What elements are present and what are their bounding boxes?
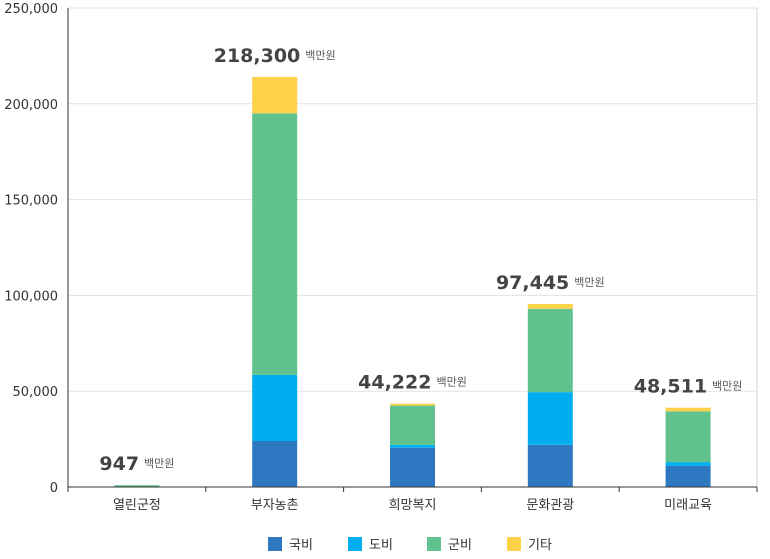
total-label: 947 백만원: [99, 453, 174, 475]
bar-segment: [390, 447, 435, 487]
y-tick-label: 50,000: [13, 385, 59, 400]
x-category-label: 문화관광: [526, 498, 574, 513]
total-unit: 백만원: [436, 376, 466, 389]
x-category-label: 열린군정: [113, 498, 161, 513]
total-unit: 백만원: [144, 457, 174, 470]
bars: [114, 76, 711, 487]
bar-segment: [114, 485, 160, 487]
x-category-label: 미래교육: [664, 498, 712, 513]
x-axis: 열린군정 부자농촌 희망복지 문화관광 미래교육: [67, 486, 758, 513]
legend-label: 군비: [448, 538, 472, 553]
total-value: 48,511: [634, 376, 707, 398]
bar-segment: [390, 405, 435, 445]
bar-segment: [252, 441, 298, 487]
legend-swatch: [348, 537, 362, 551]
y-tick-label: 200,000: [4, 98, 58, 113]
bar-segment: [665, 407, 711, 412]
bar-segment: [665, 462, 711, 466]
total-value: 947: [99, 453, 139, 475]
total-value: 44,222: [358, 372, 431, 394]
bar-segment: [527, 392, 573, 445]
bar-segment: [390, 403, 435, 406]
bar-segment: [665, 411, 711, 463]
x-category-label: 부자농촌: [251, 498, 299, 513]
legend-label: 도비: [369, 538, 393, 553]
bar-segment: [527, 304, 573, 309]
bar-segment: [252, 76, 298, 114]
y-tick-label: 150,000: [4, 194, 58, 209]
bar-segment: [665, 465, 711, 487]
y-tick-label: 100,000: [4, 289, 58, 304]
total-unit: 백만원: [712, 380, 742, 393]
y-tick-label: 0: [50, 481, 58, 496]
total-value: 97,445: [496, 272, 569, 294]
total-unit: 백만원: [305, 49, 335, 62]
gridlines: [68, 7, 757, 392]
legend-swatch: [268, 537, 282, 551]
legend: 국비 도비 군비 기타: [268, 537, 552, 553]
bar-segment: [252, 374, 298, 442]
legend-label: 국비: [289, 538, 313, 553]
bar-segment: [527, 444, 573, 487]
total-label: 218,300 백만원: [214, 45, 336, 67]
bar-segment: [252, 113, 298, 375]
total-unit: 백만원: [574, 276, 604, 289]
total-value: 218,300: [214, 45, 301, 67]
y-tick-label: 250,000: [4, 2, 58, 17]
y-axis: 0 50,000 100,000 150,000 200,000 250,000: [4, 2, 758, 496]
x-category-label: 희망복지: [389, 498, 437, 513]
total-label: 48,511 백만원: [634, 376, 743, 398]
bar-segment: [390, 444, 435, 448]
legend-swatch: [427, 537, 441, 551]
total-label: 97,445 백만원: [496, 272, 605, 294]
legend-swatch: [507, 537, 521, 551]
legend-label: 기타: [528, 538, 552, 553]
bar-segment: [527, 308, 573, 393]
total-label: 44,222 백만원: [358, 372, 467, 394]
